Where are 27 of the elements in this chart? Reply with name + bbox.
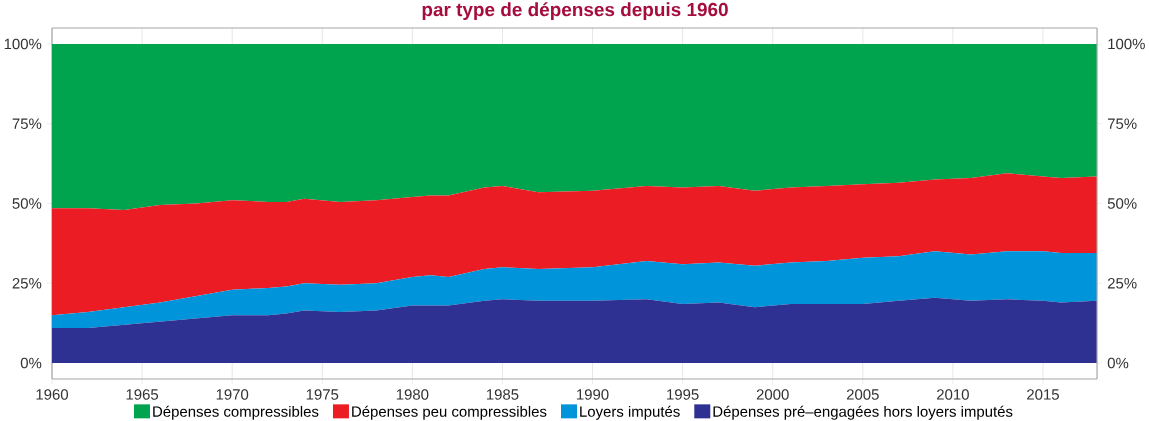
y-tick-label: 50% bbox=[1107, 198, 1137, 209]
y-tick-label: 25% bbox=[1107, 277, 1137, 289]
y-tick-label: 100% bbox=[1108, 38, 1145, 50]
x-tick-label: 1980 bbox=[396, 389, 429, 400]
x-tick-label: 2005 bbox=[846, 389, 879, 400]
y2-tick-label: 50% bbox=[12, 198, 42, 209]
x-tick-label: 1975 bbox=[306, 389, 339, 400]
legend-label: Loyers imputés bbox=[580, 405, 680, 420]
y2-tick-label: 0% bbox=[20, 357, 42, 369]
y2-tick-label: 25% bbox=[12, 277, 42, 289]
y2-tick-label: 75% bbox=[12, 118, 42, 129]
y-tick-label: 75% bbox=[1107, 118, 1137, 129]
x-tick-label: 1985 bbox=[486, 389, 519, 400]
legend-label: Dépenses peu compressibles bbox=[352, 405, 547, 420]
legend-label: Dépenses pré–engagées hors loyers imputés bbox=[713, 405, 1013, 420]
x-tick-label: 2000 bbox=[756, 389, 789, 400]
y-tick-label: 0% bbox=[1107, 357, 1129, 369]
x-tick-label: 1970 bbox=[216, 389, 249, 400]
x-tick-label: 2015 bbox=[1027, 389, 1059, 400]
legend-label: Dépenses compressibles bbox=[153, 405, 319, 420]
x-tick-label: 2010 bbox=[937, 389, 969, 400]
x-tick-label: 1995 bbox=[667, 389, 699, 400]
chart-title: par type de dépenses depuis 1960 bbox=[422, 2, 728, 20]
y2-tick-label: 100% bbox=[4, 38, 42, 50]
x-tick-label: 1990 bbox=[577, 389, 609, 400]
x-tick-label: 1965 bbox=[126, 389, 159, 400]
x-tick-label: 1960 bbox=[36, 389, 69, 400]
